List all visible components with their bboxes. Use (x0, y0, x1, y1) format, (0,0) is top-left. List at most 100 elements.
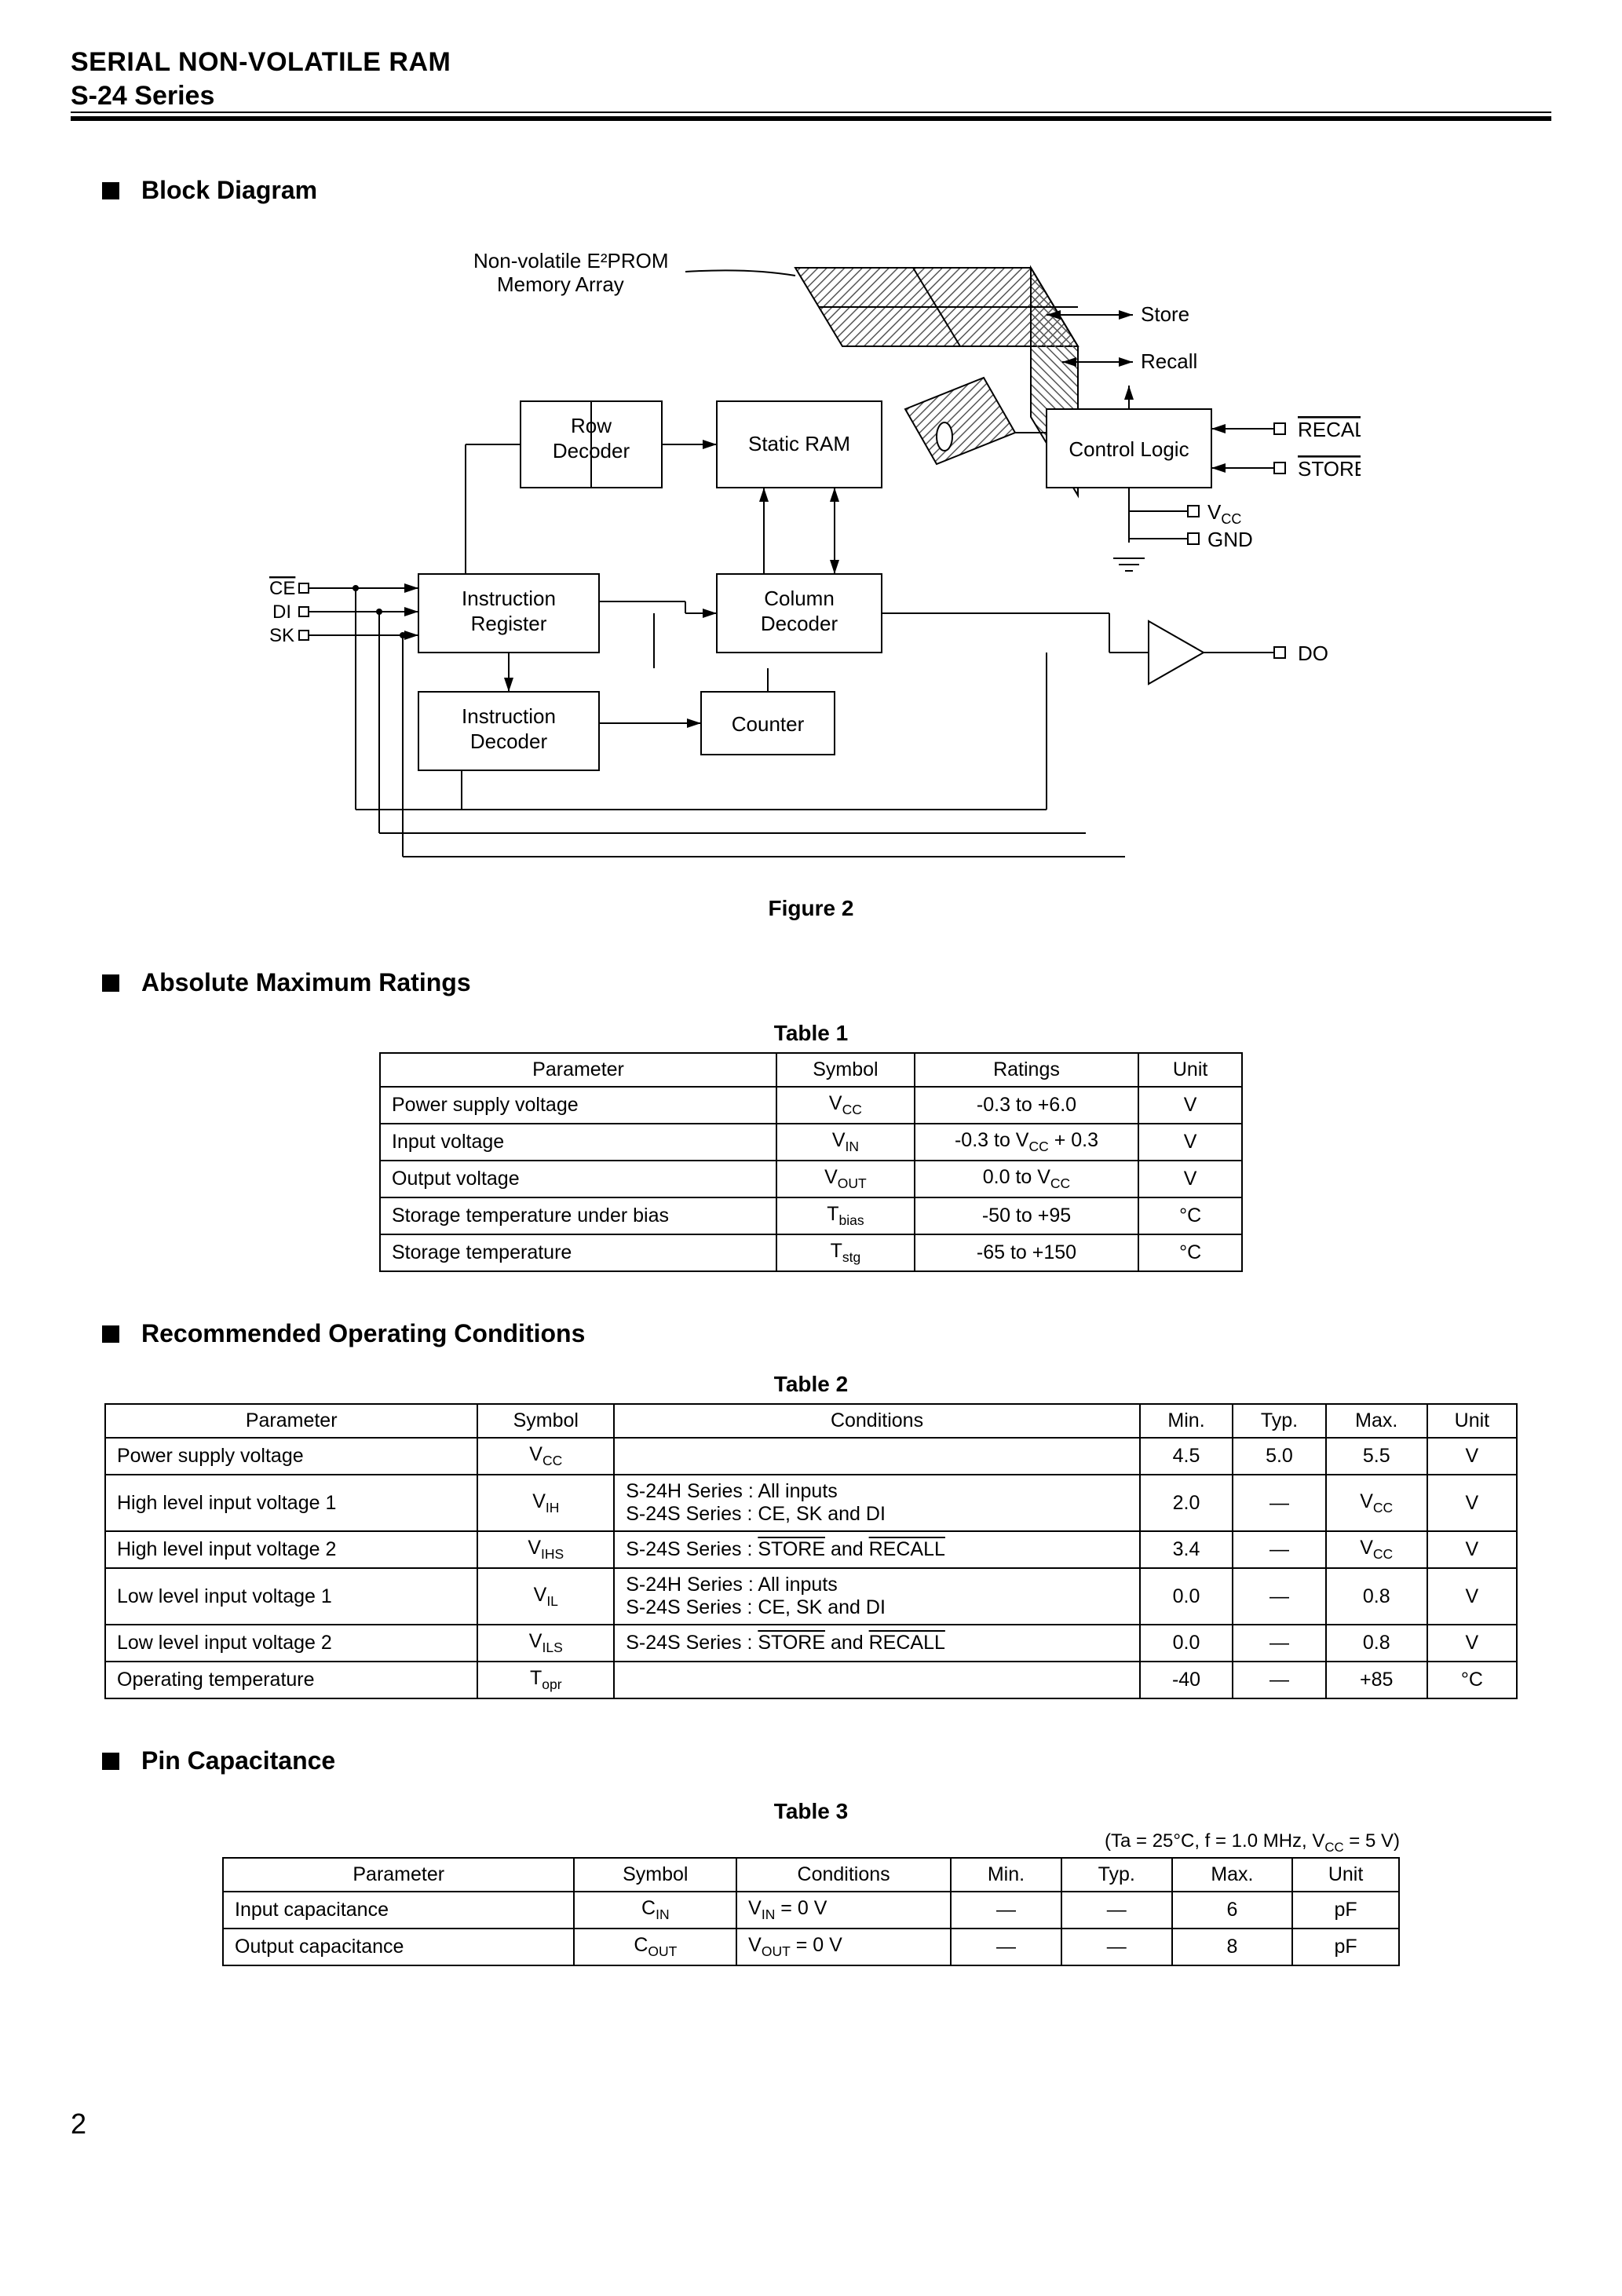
cell-ratings: -0.3 to +6.0 (915, 1087, 1138, 1124)
bullet-icon (102, 974, 119, 992)
page-header: SERIAL NON-VOLATILE RAM S-24 Series (71, 47, 1551, 121)
cell-unit: V (1427, 1568, 1517, 1625)
cell-param: Low level input voltage 1 (105, 1568, 477, 1625)
col-parameter: Parameter (380, 1053, 776, 1087)
table-abs-max: Parameter Symbol Ratings Unit Power supp… (379, 1052, 1243, 1272)
block-diagram: Static RAM Non-volatile E²PROM Memory Ar… (71, 229, 1551, 872)
vcc-label: VCC (1207, 500, 1241, 527)
table-row: Power supply voltageVCC-0.3 to +6.0V (380, 1087, 1242, 1124)
table-rec-op: Parameter Symbol Conditions Min. Typ. Ma… (104, 1403, 1518, 1699)
col-min: Min. (951, 1858, 1061, 1892)
table-row: Storage temperatureTstg-65 to +150°C (380, 1234, 1242, 1271)
block-diagram-svg: Static RAM Non-volatile E²PROM Memory Ar… (261, 229, 1361, 872)
cell-symbol: COUT (574, 1929, 736, 1965)
cell-cond: VOUT = 0 V (736, 1929, 951, 1965)
bullet-icon (102, 182, 119, 199)
table-row: Output capacitanceCOUTVOUT = 0 V——8pF (223, 1929, 1399, 1965)
cell-cond: S-24H Series : All inputsS-24S Series : … (614, 1568, 1140, 1625)
cell-symbol: VIN (776, 1124, 915, 1161)
col-ratings: Ratings (915, 1053, 1138, 1087)
col-max: Max. (1172, 1858, 1292, 1892)
col-symbol: Symbol (477, 1404, 614, 1438)
header-line-2: S-24 Series (71, 81, 1551, 112)
table-row: Low level input voltage 1VILS-24H Series… (105, 1568, 1517, 1625)
cell-symbol: CIN (574, 1892, 736, 1929)
cell-typ: — (1061, 1892, 1172, 1929)
cell-param: Power supply voltage (380, 1087, 776, 1124)
col-conditions: Conditions (736, 1858, 951, 1892)
cell-typ: 5.0 (1233, 1438, 1325, 1475)
counter-label: Counter (732, 712, 805, 736)
cell-symbol: VIL (477, 1568, 614, 1625)
cell-typ: — (1233, 1568, 1325, 1625)
cell-typ: — (1233, 1531, 1325, 1568)
col-dec-1: Column (764, 587, 835, 610)
cell-param: High level input voltage 2 (105, 1531, 477, 1568)
cell-typ: — (1233, 1625, 1325, 1662)
table-pin-cap: Parameter Symbol Conditions Min. Typ. Ma… (222, 1857, 1400, 1966)
instr-reg-2: Register (471, 612, 547, 635)
cell-cond (614, 1438, 1140, 1475)
cell-param: Input capacitance (223, 1892, 574, 1929)
cell-param: Output capacitance (223, 1929, 574, 1965)
cell-unit: V (1138, 1087, 1242, 1124)
cell-min: 2.0 (1140, 1475, 1233, 1531)
table-row: High level input voltage 2VIHSS-24S Seri… (105, 1531, 1517, 1568)
bullet-icon (102, 1325, 119, 1343)
table-row: Power supply voltageVCC4.55.05.5V (105, 1438, 1517, 1475)
cell-param: Input voltage (380, 1124, 776, 1161)
col-parameter: Parameter (223, 1858, 574, 1892)
cell-unit: V (1427, 1438, 1517, 1475)
store-label: Store (1141, 302, 1189, 326)
table-row: Storage temperature under biasTbias-50 t… (380, 1197, 1242, 1234)
cell-ratings: -0.3 to VCC + 0.3 (915, 1124, 1138, 1161)
section-title: Block Diagram (141, 176, 317, 205)
cell-cond: S-24H Series : All inputsS-24S Series : … (614, 1475, 1140, 1531)
cell-symbol: VILS (477, 1625, 614, 1662)
col-typ: Typ. (1061, 1858, 1172, 1892)
header-rule (71, 116, 1551, 121)
cell-unit: pF (1292, 1892, 1399, 1929)
cell-cond: S-24S Series : STORE and RECALL (614, 1625, 1140, 1662)
cell-ratings: -50 to +95 (915, 1197, 1138, 1234)
header-line-1: SERIAL NON-VOLATILE RAM (71, 47, 1551, 78)
section-pin-cap: Pin Capacitance (102, 1746, 1551, 1775)
cell-typ: — (1233, 1475, 1325, 1531)
store-pin-label: STORE (1298, 457, 1361, 481)
section-rec-op: Recommended Operating Conditions (102, 1319, 1551, 1348)
table-row: Input capacitanceCINVIN = 0 V——6pF (223, 1892, 1399, 1929)
cell-param: Low level input voltage 2 (105, 1625, 477, 1662)
instr-reg-1: Instruction (462, 587, 556, 610)
table-row: High level input voltage 1VIHS-24H Serie… (105, 1475, 1517, 1531)
cell-unit: °C (1138, 1234, 1242, 1271)
col-unit: Unit (1292, 1858, 1399, 1892)
cell-symbol: VCC (776, 1087, 915, 1124)
cell-cond (614, 1662, 1140, 1698)
cell-unit: pF (1292, 1929, 1399, 1965)
cell-min: — (951, 1892, 1061, 1929)
cell-max: +85 (1326, 1662, 1427, 1698)
col-symbol: Symbol (574, 1858, 736, 1892)
cell-symbol: Tstg (776, 1234, 915, 1271)
cell-min: 0.0 (1140, 1568, 1233, 1625)
recall-pin-label: RECALL (1298, 418, 1361, 441)
cell-symbol: Topr (477, 1662, 614, 1698)
col-dec-2: Decoder (761, 612, 838, 635)
e2prom-label-2: Memory Array (497, 272, 624, 296)
cell-unit: V (1427, 1625, 1517, 1662)
cell-symbol: VIH (477, 1475, 614, 1531)
section-title: Recommended Operating Conditions (141, 1319, 585, 1348)
cell-param: Storage temperature (380, 1234, 776, 1271)
cell-param: Operating temperature (105, 1662, 477, 1698)
cell-unit: V (1427, 1475, 1517, 1531)
table-row: Output voltageVOUT0.0 to VCCV (380, 1161, 1242, 1197)
sk-pin-label: SK (269, 625, 294, 646)
table-header-row: Parameter Symbol Conditions Min. Typ. Ma… (223, 1858, 1399, 1892)
section-title: Absolute Maximum Ratings (141, 968, 471, 997)
cell-min: 0.0 (1140, 1625, 1233, 1662)
cell-max: 6 (1172, 1892, 1292, 1929)
ce-pin-label: CE (269, 578, 295, 599)
col-typ: Typ. (1233, 1404, 1325, 1438)
instr-dec-1: Instruction (462, 704, 556, 728)
table1-caption: Table 1 (71, 1021, 1551, 1046)
